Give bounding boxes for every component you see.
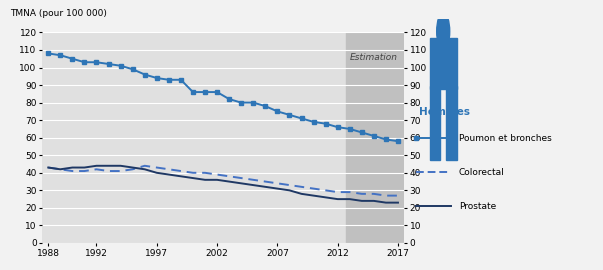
- FancyBboxPatch shape: [429, 86, 440, 160]
- Text: Poumon et bronches: Poumon et bronches: [459, 134, 551, 143]
- Text: Colorectal: Colorectal: [459, 168, 504, 177]
- Text: TMNA (pour 100 000): TMNA (pour 100 000): [10, 9, 107, 18]
- Circle shape: [437, 13, 450, 50]
- Text: Estimation: Estimation: [350, 53, 398, 62]
- FancyBboxPatch shape: [429, 38, 457, 89]
- Text: Hommes: Hommes: [420, 107, 470, 117]
- Text: Prostate: Prostate: [459, 202, 496, 211]
- FancyBboxPatch shape: [446, 86, 457, 160]
- Bar: [346, 32, 404, 243]
